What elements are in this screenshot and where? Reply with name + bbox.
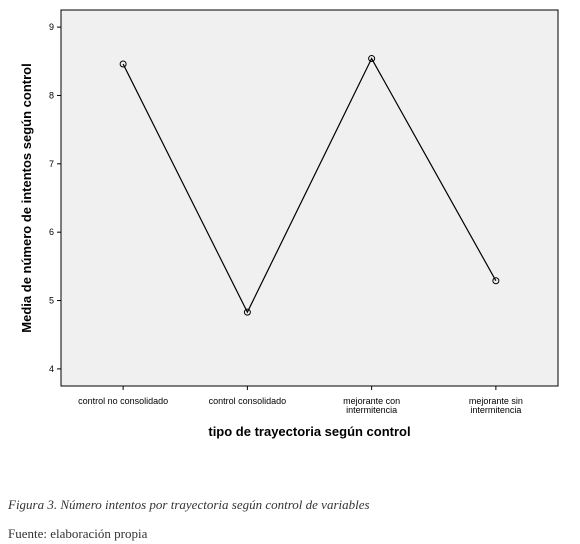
- y-tick-label: 7: [49, 159, 54, 169]
- plot-area: [60, 9, 559, 387]
- x-tick-label: control no consolidado: [78, 396, 168, 406]
- data-series: [119, 55, 500, 316]
- x-tick-label-line: intermitencia: [470, 405, 521, 415]
- x-axis: control no consolidado control consolidad…: [78, 386, 523, 415]
- y-tick-label: 5: [49, 296, 54, 306]
- x-tick-label: mejorante con intermitencia: [343, 396, 400, 415]
- y-axis: 4 5 6 7 8 9: [49, 22, 61, 374]
- series-line: [122, 57, 497, 314]
- y-tick-label: 9: [49, 22, 54, 32]
- data-point: [368, 55, 376, 63]
- figure-caption: Figura 3. Número intentos por trayectori…: [8, 497, 370, 512]
- x-tick-label-line: control no consolidado: [78, 396, 168, 406]
- y-tick-label: 8: [49, 90, 54, 100]
- x-tick-label-line: intermitencia: [346, 405, 397, 415]
- x-tick-label: mejorante sin intermitencia: [469, 396, 523, 415]
- data-point: [119, 60, 127, 68]
- y-tick-label: 4: [49, 364, 54, 374]
- y-axis-title: Media de número de intentos según contro…: [19, 63, 34, 332]
- data-point: [243, 308, 251, 316]
- source-caption: Fuente: elaboración propia: [8, 526, 148, 541]
- x-tick-label-line: mejorante sin: [469, 396, 523, 406]
- x-tick-label-line: mejorante con: [343, 396, 400, 406]
- x-tick-label: control consolidado: [209, 396, 287, 406]
- y-tick-label: 6: [49, 227, 54, 237]
- line-chart: 4 5 6 7 8 9 control no consolidado control con…: [19, 9, 559, 439]
- x-axis-title: tipo de trayectoria según control: [208, 424, 410, 439]
- x-tick-label-line: control consolidado: [209, 396, 287, 406]
- data-point: [492, 277, 500, 285]
